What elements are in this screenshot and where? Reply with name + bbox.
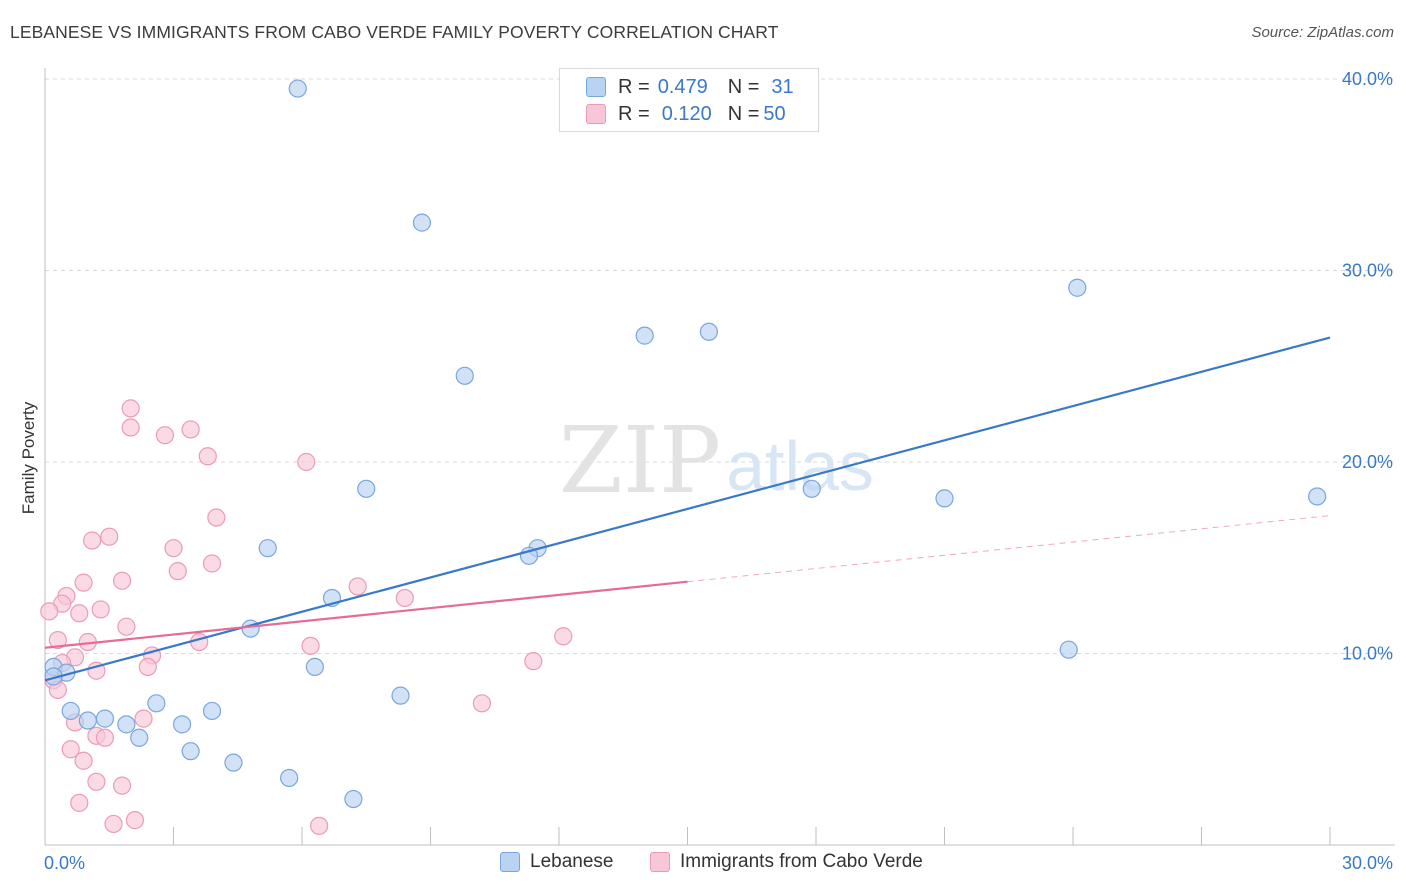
cabo-verde-point — [100, 527, 119, 546]
lebanese-point — [130, 728, 149, 747]
lebanese-point — [344, 789, 363, 809]
cabo-verde-point — [74, 751, 93, 770]
lebanese-point — [305, 657, 324, 677]
cabo-verde-point — [198, 447, 217, 466]
lebanese-point — [224, 753, 243, 772]
cabo-verde-point — [70, 604, 89, 623]
legend-row-cabo-verde: R = 0.120 N = 50 — [586, 102, 786, 126]
lebanese-point — [117, 715, 136, 734]
cabo-verde-point — [524, 652, 543, 671]
legend-r-label: R = — [618, 75, 650, 98]
y-tick-label: 20.0% — [1342, 452, 1393, 472]
lebanese-point — [258, 539, 277, 558]
lebanese-point — [202, 701, 222, 721]
cabo-verde-point — [348, 577, 367, 596]
cabo-verde-point — [104, 814, 123, 834]
lebanese-point — [1059, 640, 1078, 659]
legend-n-label: N = — [727, 102, 760, 125]
cabo-verde-point — [138, 657, 157, 677]
legend-n-value: 50 — [763, 102, 786, 125]
cabo-verde-point — [168, 562, 187, 581]
lebanese-point — [288, 79, 307, 98]
lebanese-point — [61, 701, 80, 721]
y-tick-label: 10.0% — [1342, 644, 1393, 664]
cabo-verde-point — [117, 617, 136, 636]
lebanese-point — [699, 322, 719, 341]
correlation-legend: R = 0.479 N = 31 R = 0.120 N = 50 — [559, 68, 819, 132]
cabo-verde-point — [310, 816, 329, 835]
cabo-verde-point — [134, 709, 153, 728]
cabo-verde-point — [70, 793, 89, 812]
lebanese-trend-line — [44, 336, 1331, 682]
cabo-verde-point — [48, 630, 67, 650]
lebanese-point — [147, 694, 166, 713]
series-swatch-blue — [500, 852, 520, 872]
cabo-verde-trend-line — [44, 580, 688, 649]
cabo-verde-point — [297, 452, 316, 472]
lebanese-point — [357, 479, 376, 498]
lebanese-point — [78, 711, 97, 730]
cabo-verde-point — [83, 531, 102, 550]
legend-row-lebanese: R = 0.479 N = 31 — [586, 75, 794, 99]
lebanese-point — [241, 619, 260, 638]
watermark-zip: ZIP — [559, 407, 721, 514]
cabo-verde-point — [472, 694, 491, 713]
cabo-verde-point — [40, 602, 59, 621]
cabo-verde-point — [112, 571, 132, 590]
cabo-verde-point — [190, 632, 209, 652]
lebanese-point — [280, 768, 299, 788]
cabo-verde-point — [95, 728, 115, 747]
legend-r-value: 0.120 — [661, 102, 712, 125]
x-tick-label: 30.0% — [1342, 853, 1393, 873]
cabo-verde-point — [121, 399, 140, 418]
chart-title: LEBANESE VS IMMIGRANTS FROM CABO VERDE F… — [10, 22, 779, 42]
series-legend-cabo-verde: Immigrants from Cabo Verde — [650, 851, 923, 873]
lebanese-point — [1068, 278, 1087, 297]
lebanese-point — [935, 489, 954, 508]
legend-r-label: R = — [618, 102, 650, 125]
x-tick-label: 0.0% — [44, 853, 85, 873]
cabo-verde-point — [155, 426, 175, 445]
cabo-verde-point — [61, 740, 80, 759]
cabo-verde-point — [395, 588, 414, 608]
cabo-verde-point — [87, 772, 106, 791]
lebanese-point — [412, 213, 432, 232]
series-label: Lebanese — [530, 851, 614, 872]
series-legend: Lebanese Immigrants from Cabo Verde — [0, 851, 1406, 879]
y-tick-label: 40.0% — [1342, 69, 1393, 89]
lebanese-point — [391, 686, 410, 705]
lebanese-point — [1308, 487, 1327, 506]
cabo-verde-point — [301, 636, 320, 655]
legend-swatch-blue — [586, 77, 606, 97]
lebanese-point — [95, 709, 115, 728]
lebanese-point — [455, 366, 474, 385]
cabo-verde-point — [202, 554, 222, 573]
cabo-verde-point — [121, 418, 140, 437]
lebanese-point — [181, 742, 200, 761]
legend-n-value: 31 — [771, 75, 794, 98]
cabo-verde-point — [207, 508, 226, 527]
series-swatch-pink — [650, 852, 670, 872]
cabo-verde-point — [112, 776, 132, 795]
cabo-verde-trend-line-extension — [687, 515, 1331, 583]
cabo-verde-point — [125, 811, 145, 830]
series-label: Immigrants from Cabo Verde — [680, 851, 923, 872]
legend-n-label: N = — [727, 75, 760, 98]
lebanese-point — [802, 479, 821, 498]
cabo-verde-point — [74, 573, 93, 592]
y-axis-label: Family Poverty — [19, 401, 38, 514]
cabo-verde-point — [91, 600, 110, 619]
cabo-verde-point — [181, 420, 200, 439]
cabo-verde-point — [164, 539, 183, 558]
lebanese-point — [172, 715, 192, 734]
lebanese-point — [635, 326, 654, 345]
series-legend-lebanese: Lebanese — [500, 851, 613, 873]
cabo-verde-point — [554, 627, 573, 646]
legend-r-value: 0.479 — [657, 75, 708, 98]
y-tick-label: 30.0% — [1342, 261, 1393, 281]
source-label: Source: ZipAtlas.com — [1251, 24, 1394, 41]
legend-swatch-pink — [586, 104, 606, 124]
